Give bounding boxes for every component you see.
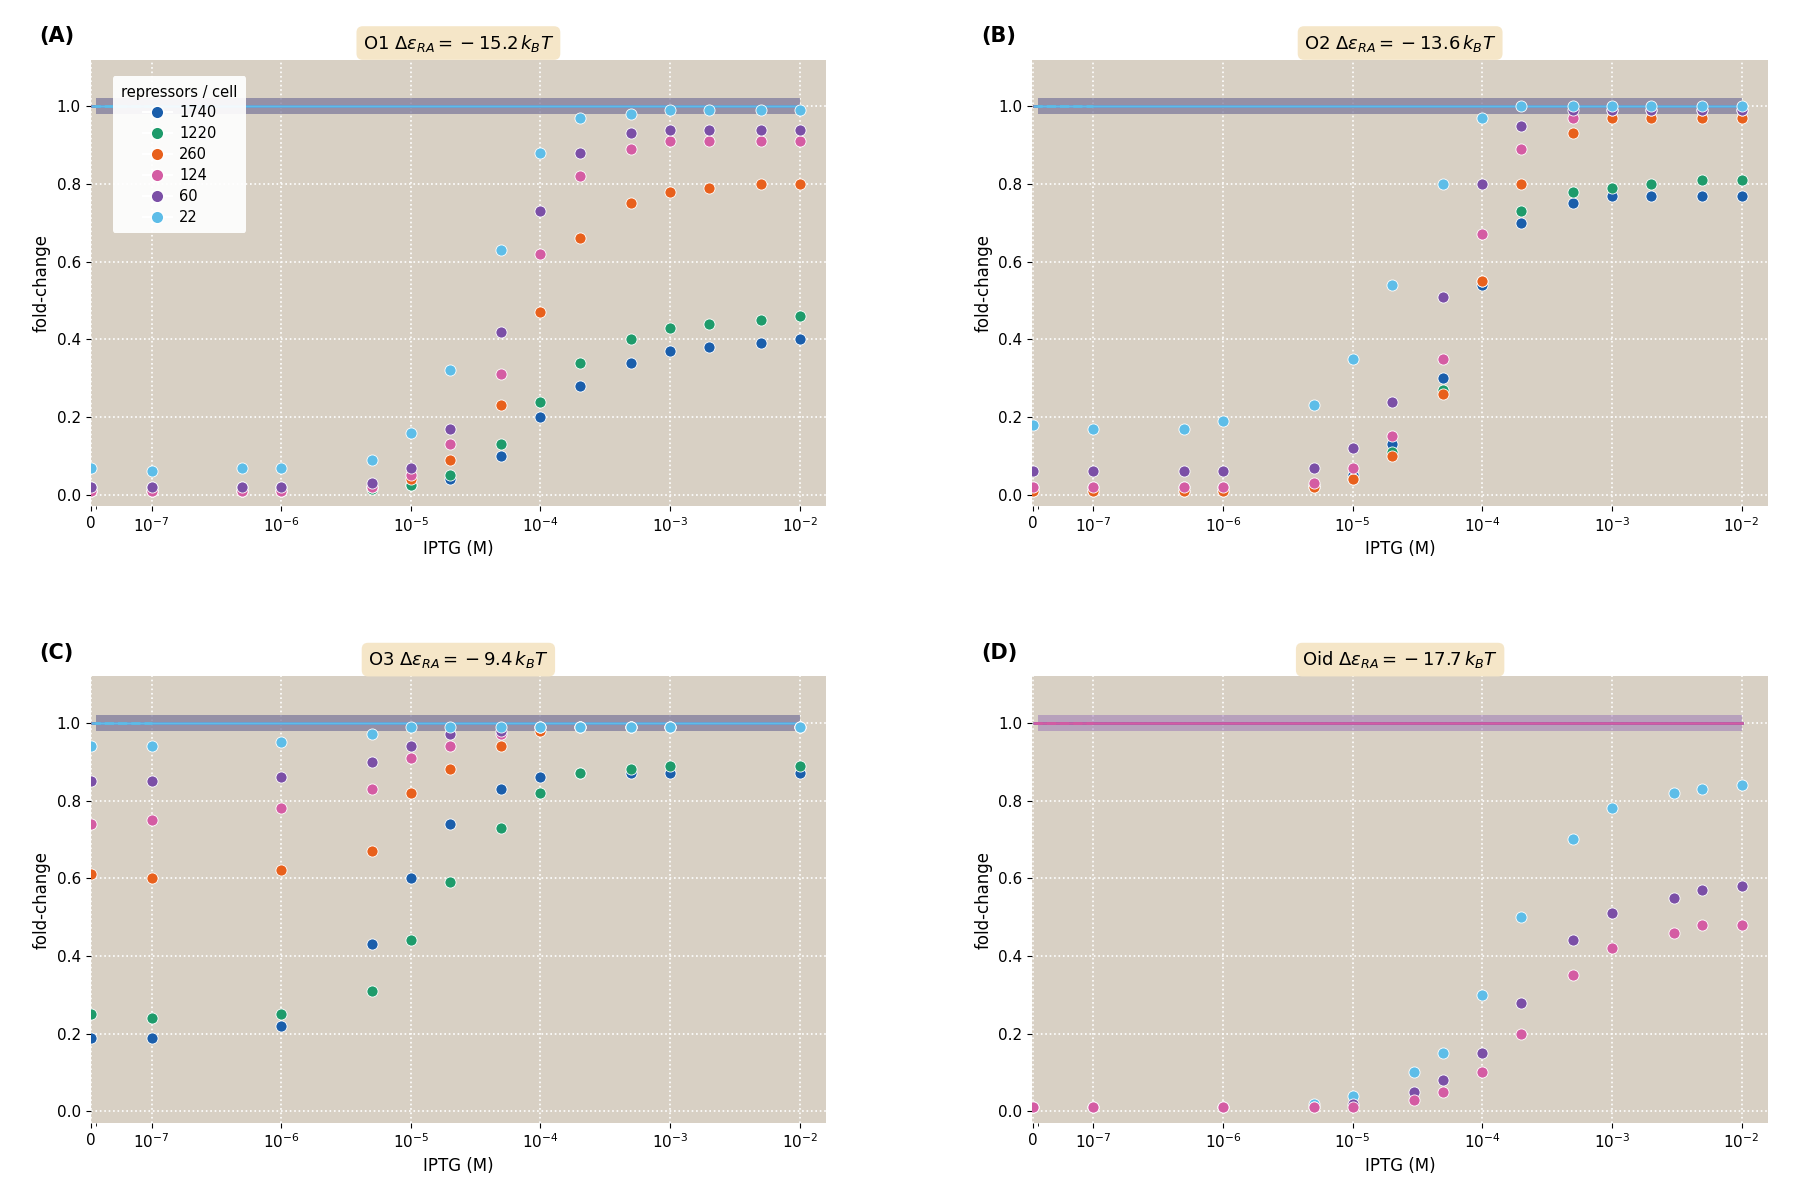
- Y-axis label: fold-change: fold-change: [974, 234, 992, 332]
- X-axis label: IPTG (M): IPTG (M): [1365, 541, 1435, 559]
- X-axis label: IPTG (M): IPTG (M): [423, 1158, 493, 1176]
- Legend: 1740, 1220, 260, 124, 60, 22: 1740, 1220, 260, 124, 60, 22: [112, 76, 247, 233]
- Y-axis label: fold-change: fold-change: [32, 851, 50, 948]
- Text: (D): (D): [982, 643, 1018, 662]
- Text: (C): (C): [40, 643, 74, 662]
- X-axis label: IPTG (M): IPTG (M): [423, 541, 493, 559]
- Y-axis label: fold-change: fold-change: [32, 234, 50, 332]
- Title: O3 $\Delta\varepsilon_{RA} = -9.4\, k_BT$: O3 $\Delta\varepsilon_{RA} = -9.4\, k_BT…: [367, 649, 549, 670]
- Title: Oid $\Delta\varepsilon_{RA} = -17.7\, k_BT$: Oid $\Delta\varepsilon_{RA} = -17.7\, k_…: [1302, 649, 1498, 670]
- Title: O1 $\Delta\varepsilon_{RA} = -15.2\, k_BT$: O1 $\Delta\varepsilon_{RA} = -15.2\, k_B…: [362, 32, 555, 54]
- Text: (B): (B): [982, 26, 1016, 46]
- Title: O2 $\Delta\varepsilon_{RA} = -13.6\, k_BT$: O2 $\Delta\varepsilon_{RA} = -13.6\, k_B…: [1304, 32, 1497, 54]
- Y-axis label: fold-change: fold-change: [974, 851, 992, 948]
- Text: (A): (A): [40, 26, 74, 46]
- X-axis label: IPTG (M): IPTG (M): [1365, 1158, 1435, 1176]
